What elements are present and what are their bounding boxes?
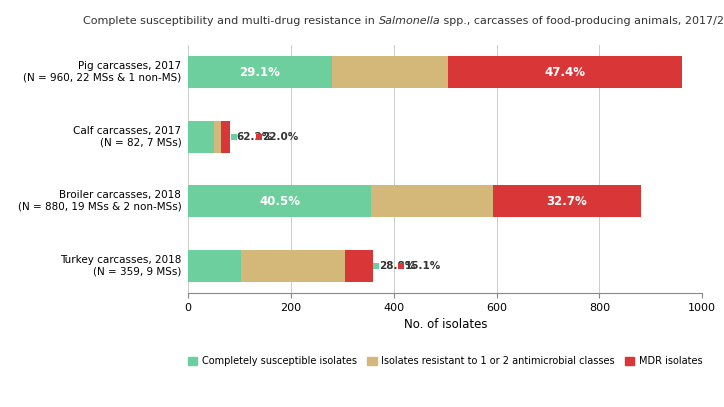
Bar <box>188 249 241 282</box>
Text: 62.2%: 62.2% <box>237 131 273 142</box>
Bar <box>188 120 214 153</box>
Text: 22.0%: 22.0% <box>262 131 298 142</box>
Bar <box>371 185 492 217</box>
Bar <box>345 249 373 282</box>
Bar <box>492 185 641 217</box>
Text: spp., carcasses of food-producing animals, 2017/2018: spp., carcasses of food-producing animal… <box>440 16 724 26</box>
Bar <box>214 120 222 153</box>
X-axis label: No. of isolates: No. of isolates <box>403 318 487 331</box>
Text: Salmonella: Salmonella <box>379 16 440 26</box>
Bar <box>447 56 681 88</box>
Bar <box>222 120 230 153</box>
Bar <box>332 56 447 88</box>
Text: 32.7%: 32.7% <box>547 195 587 208</box>
Text: 29.1%: 29.1% <box>240 66 280 79</box>
Text: Complete susceptibility and multi-drug resistance in: Complete susceptibility and multi-drug r… <box>83 16 379 26</box>
Bar <box>241 249 345 282</box>
Text: 40.5%: 40.5% <box>259 195 300 208</box>
Legend: Completely susceptible isolates, Isolates resistant to 1 or 2 antimicrobial clas: Completely susceptible isolates, Isolate… <box>184 352 707 370</box>
Bar <box>188 56 332 88</box>
Text: 15.1%: 15.1% <box>405 260 441 271</box>
Bar <box>188 185 371 217</box>
Text: 47.4%: 47.4% <box>544 66 585 79</box>
Text: 28.8%: 28.8% <box>379 260 415 271</box>
